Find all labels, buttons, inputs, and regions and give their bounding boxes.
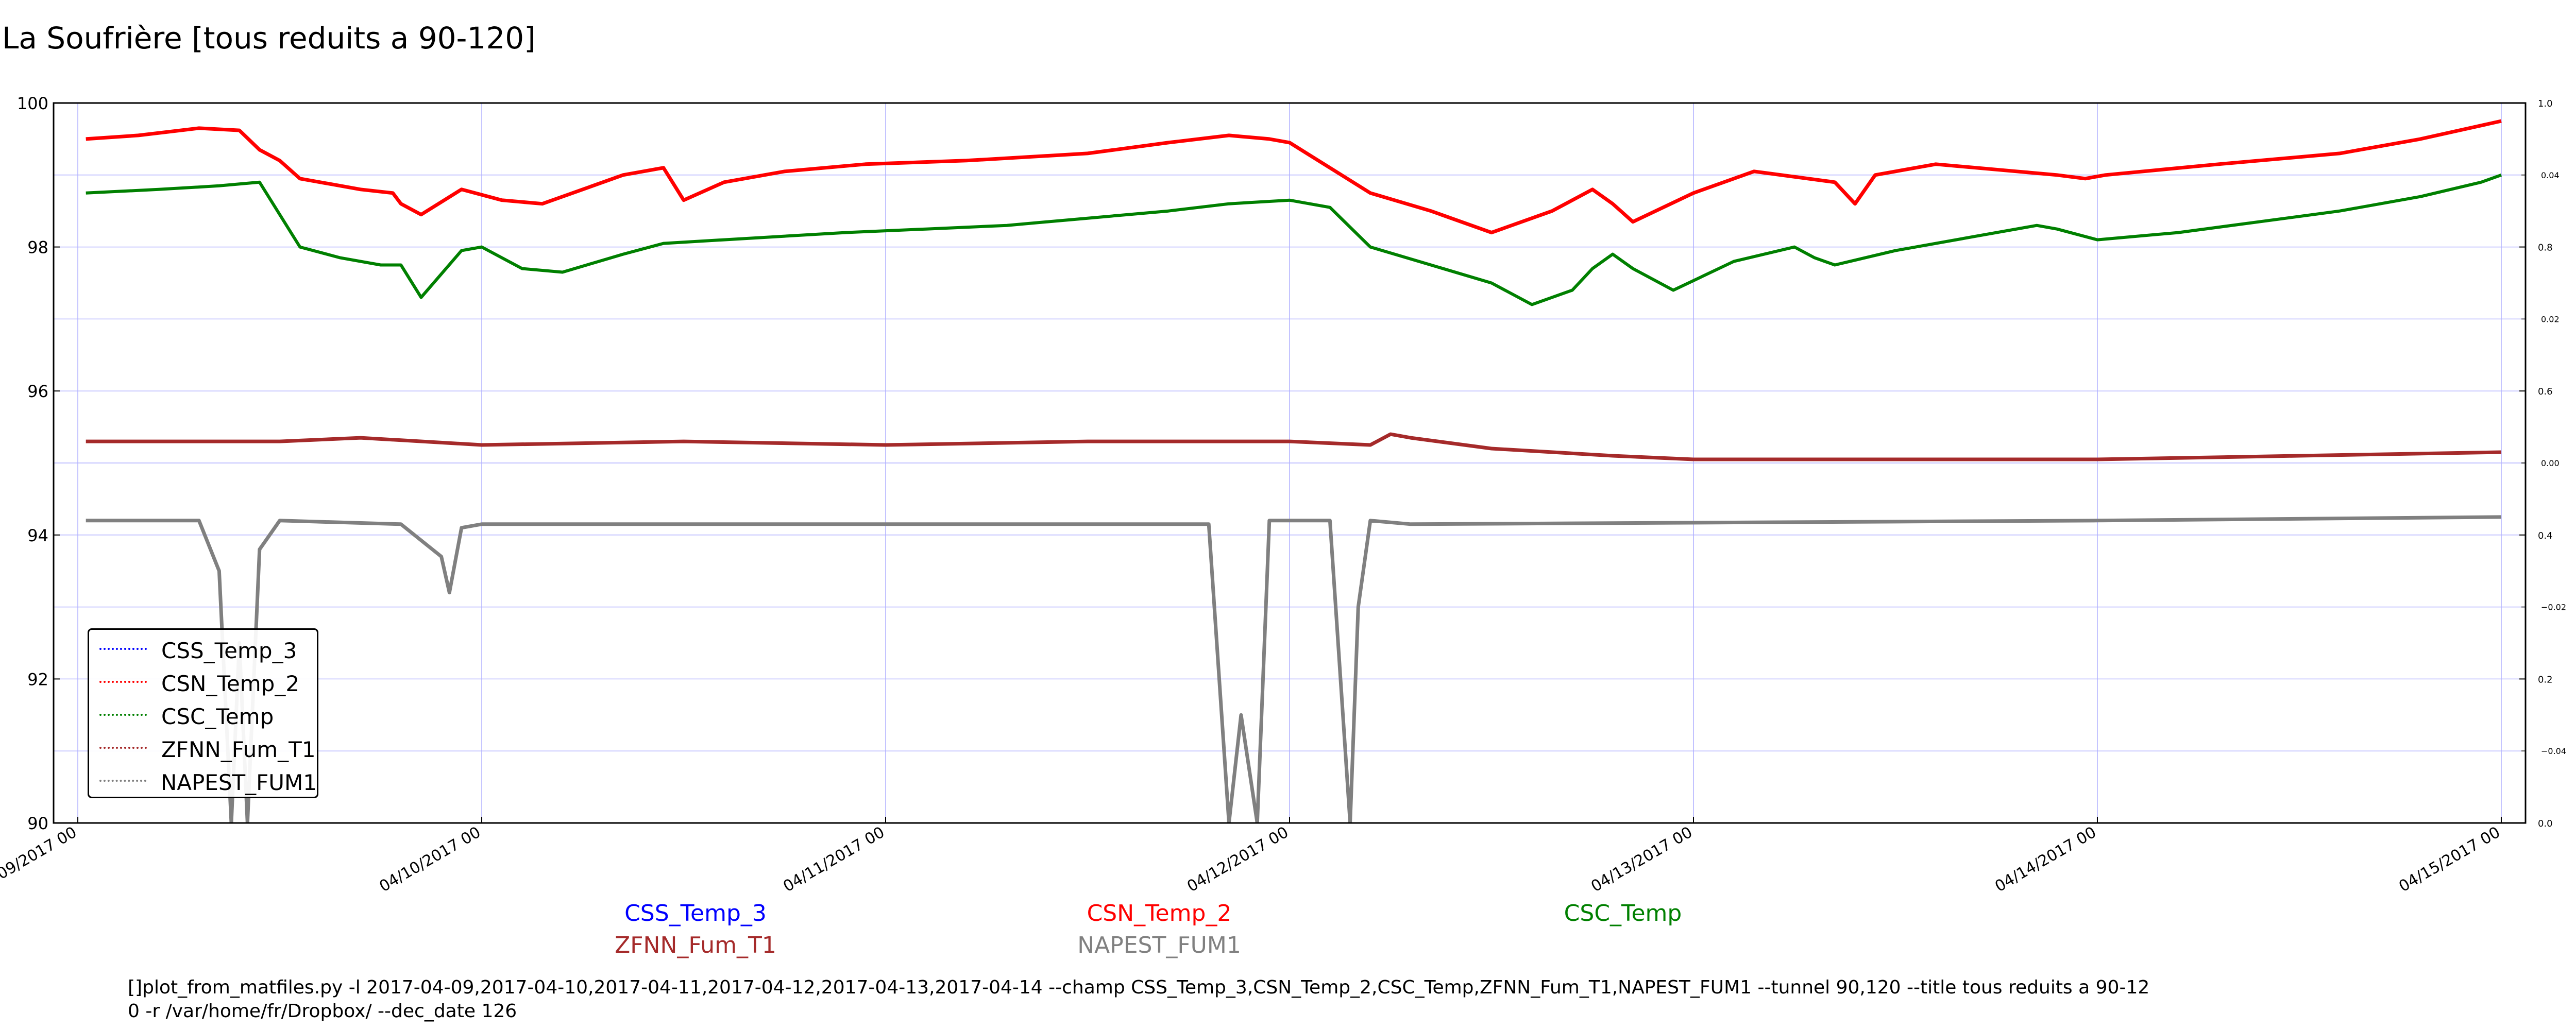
x-tick-label: 04/12/2017 00 [1184,823,1292,896]
legend-item-css-temp-3: CSS_Temp_3 [89,634,317,667]
legend-label: CSC_Temp [161,703,274,729]
series-label-zfnn-fum-t1: ZFNN_Fum_T1 [615,932,776,958]
y-tick-label: 100 [17,94,48,113]
chart-title: La Soufrière [tous reduits a 90-120] [2,21,536,56]
series-line-csn-temp-2 [86,119,2502,235]
right-tick-label: 1.0 [2538,98,2553,109]
right-minor-tick-label: 0.02 [2541,314,2560,324]
x-tick-label: 04/14/2017 00 [1992,823,2099,896]
x-tick-label: 04/11/2017 00 [780,823,888,896]
y-tick-label: 96 [27,382,48,401]
legend-item-csn-temp-2: CSN_Temp_2 [89,667,317,700]
legend-item-csc-temp: CSC_Temp [89,700,317,733]
legend-label: NAPEST_FUM1 [160,769,317,795]
series-line-csc-temp [86,173,2502,306]
series-label-csn-temp-2: CSN_Temp_2 [1087,900,1232,926]
x-tick-label: 04/13/2017 00 [1588,823,1696,896]
command-line-2: 0 -r /var/home/fr/Dropbox/ --dec_date 12… [128,1001,517,1022]
legend-item-zfnn-fum-t1: ZFNN_Fum_T1 [89,733,317,766]
legend-swatch [99,681,147,686]
right-tick-label: 0.8 [2538,243,2553,253]
series-label-css-temp-3: CSS_Temp_3 [624,900,767,926]
x-tick-label: 04/10/2017 00 [376,823,484,896]
y-tick-label: 90 [27,814,48,833]
legend-item-napest-fum1: NAPEST_FUM1 [89,766,317,799]
y-tick-label: 98 [27,238,48,258]
series-line-zfnn-fum-t1 [86,432,2502,461]
x-tick-label: 04/15/2017 00 [2396,823,2503,896]
series-label-csc-temp: CSC_Temp [1564,900,1682,926]
y-tick-label: 94 [27,526,48,545]
legend-label: CSN_Temp_2 [161,671,300,696]
legend-label: CSS_Temp_3 [161,638,297,663]
command-line-text: []plot_from_matfiles.py -l 2017-04-09,20… [128,976,2150,1023]
legend-swatch [99,648,147,653]
legend-swatch [99,780,146,785]
right-minor-tick-label: 0.04 [2541,170,2560,180]
right-minor-tick-label: 0.00 [2541,458,2560,468]
right-tick-label: 0.0 [2538,818,2553,829]
command-line-1: []plot_from_matfiles.py -l 2017-04-09,20… [128,977,2150,998]
right-minor-tick-label: −0.04 [2541,746,2566,756]
x-tick-label: 04/09/2017 00 [0,823,80,896]
legend-swatch [99,747,147,752]
legend-label: ZFNN_Fum_T1 [161,736,316,762]
legend-swatch [99,714,147,719]
right-tick-label: 0.2 [2538,674,2553,685]
right-tick-label: 0.4 [2538,530,2553,541]
right-tick-label: 0.6 [2538,386,2553,397]
y-tick-label: 92 [27,670,48,689]
series-label-napest-fum1: NAPEST_FUM1 [1077,932,1241,958]
legend: CSS_Temp_3 CSN_Temp_2 CSC_Temp ZFNN_Fum_… [88,628,318,798]
series-line-napest-fum1 [86,515,2502,823]
right-minor-tick-label: −0.02 [2541,603,2566,612]
